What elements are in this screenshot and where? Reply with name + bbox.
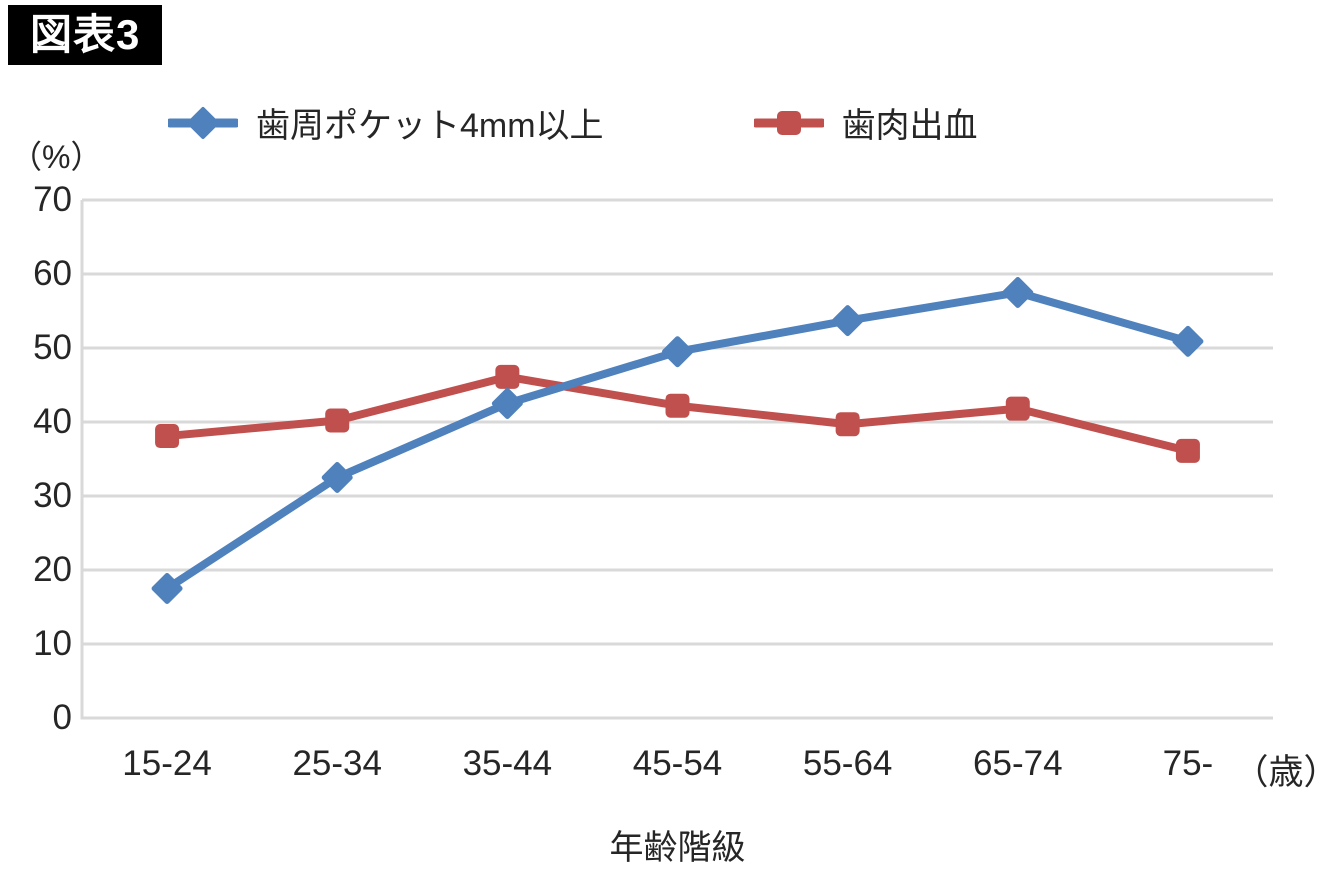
data-point-marker: [665, 393, 690, 418]
data-point-marker: [491, 388, 523, 419]
legend-label: 歯肉出血: [841, 107, 978, 145]
y-tick-label-70: 70: [33, 180, 72, 219]
figure-label-badge: 図表3: [8, 5, 163, 65]
y-axis-unit-label: （%）: [10, 139, 103, 175]
legend-item-1: 歯周ポケット4mm以上: [168, 98, 604, 147]
x-tick-label-35-44: 35-44: [462, 744, 553, 783]
y-tick-label-20: 20: [33, 550, 72, 589]
x-tick-label-65-74: 65-74: [973, 744, 1063, 783]
x-tick-label-15-24: 15-24: [122, 744, 212, 783]
x-axis-title: 年齢階級: [609, 829, 746, 867]
x-tick-label-55-64: 55-64: [802, 744, 893, 783]
data-point-marker: [321, 462, 353, 493]
data-point-marker: [155, 424, 180, 449]
legend-item-2: 歯肉出血: [753, 98, 978, 147]
y-tick-label-50: 50: [33, 328, 72, 367]
y-tick-label-30: 30: [33, 476, 72, 515]
x-tick-label-45-54: 45-54: [632, 744, 723, 783]
data-point-marker: [325, 408, 350, 433]
data-point-marker: [832, 305, 864, 337]
y-tick-label-60: 60: [33, 254, 72, 293]
chart-legend: 歯周ポケット4mm以上 歯肉出血: [168, 98, 978, 147]
x-tick-label-75-: 75-: [1162, 744, 1214, 783]
legend-square-marker-icon: [753, 110, 824, 135]
x-axis-unit-label: （歳）: [1233, 753, 1339, 792]
data-point-marker: [151, 573, 183, 604]
y-tick-label-0: 0: [52, 698, 72, 737]
y-tick-label-10: 10: [33, 624, 72, 663]
legend-diamond-marker-icon: [168, 106, 238, 139]
data-point-marker: [1002, 277, 1034, 308]
x-tick-label-25-34: 25-34: [292, 744, 382, 783]
y-tick-label-40: 40: [33, 402, 72, 441]
data-point-marker: [662, 336, 693, 368]
data-point-marker: [1172, 325, 1204, 357]
data-point-marker: [495, 364, 520, 389]
data-point-marker: [835, 412, 860, 437]
legend-label: 歯周ポケット4mm以上: [256, 107, 604, 145]
data-point-marker: [1175, 438, 1200, 463]
data-point-marker: [1005, 396, 1030, 421]
